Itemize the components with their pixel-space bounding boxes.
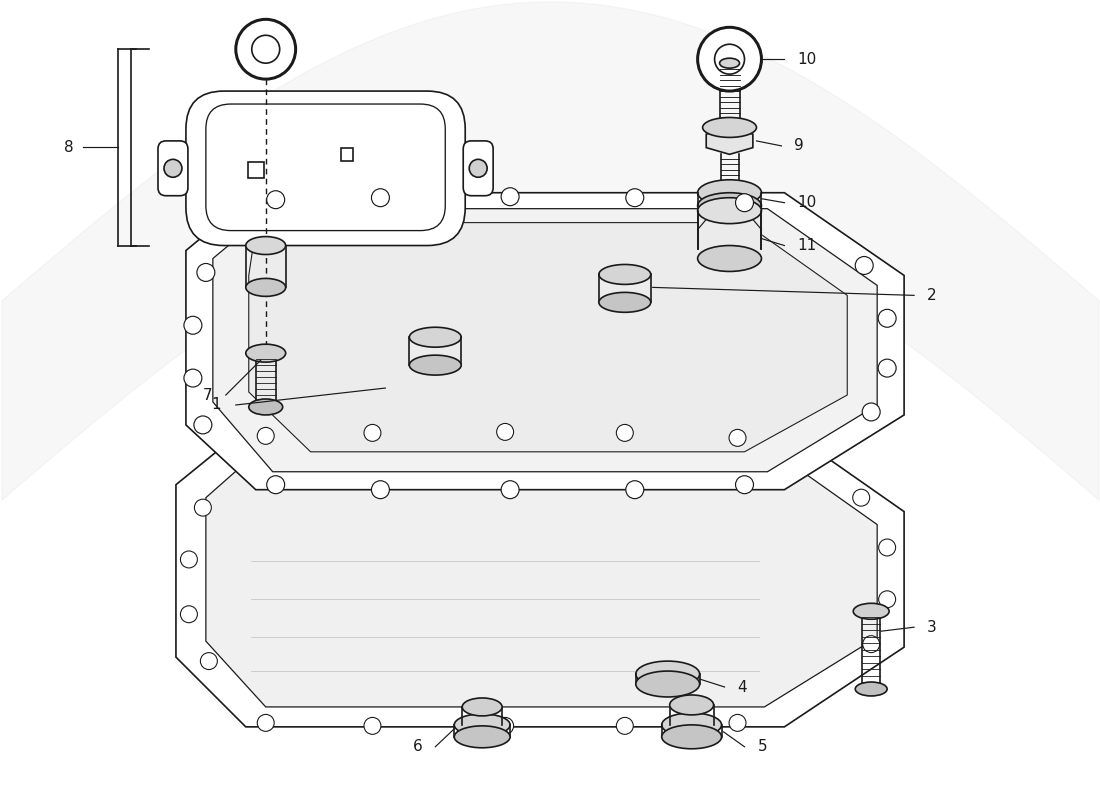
Circle shape <box>257 714 274 731</box>
Ellipse shape <box>719 58 739 68</box>
Ellipse shape <box>697 193 761 218</box>
Circle shape <box>862 403 880 421</box>
FancyBboxPatch shape <box>186 91 465 246</box>
Polygon shape <box>249 222 847 452</box>
Circle shape <box>736 194 754 212</box>
Circle shape <box>626 481 644 498</box>
Ellipse shape <box>697 246 761 271</box>
Ellipse shape <box>636 671 700 697</box>
Circle shape <box>496 423 514 440</box>
Ellipse shape <box>598 265 651 285</box>
Circle shape <box>184 316 202 334</box>
Ellipse shape <box>697 198 761 224</box>
Polygon shape <box>186 193 904 490</box>
Circle shape <box>195 499 211 516</box>
Circle shape <box>878 359 896 377</box>
Ellipse shape <box>697 180 761 206</box>
Ellipse shape <box>636 661 700 687</box>
Circle shape <box>364 425 381 442</box>
Ellipse shape <box>855 682 887 696</box>
Ellipse shape <box>409 327 461 347</box>
Text: 7: 7 <box>204 387 213 402</box>
Circle shape <box>184 369 202 387</box>
Text: 3: 3 <box>927 620 937 634</box>
Circle shape <box>878 310 896 327</box>
Bar <box>248 162 264 178</box>
Polygon shape <box>706 127 752 154</box>
Circle shape <box>736 476 754 494</box>
Ellipse shape <box>715 44 745 74</box>
Ellipse shape <box>854 603 889 619</box>
Text: 2: 2 <box>927 288 937 303</box>
Ellipse shape <box>249 399 283 415</box>
Circle shape <box>626 189 644 206</box>
Text: 1: 1 <box>211 398 221 413</box>
Circle shape <box>852 489 870 506</box>
Ellipse shape <box>454 714 510 736</box>
Circle shape <box>180 551 197 568</box>
Ellipse shape <box>245 344 286 362</box>
Ellipse shape <box>670 695 714 715</box>
Text: 8: 8 <box>64 140 74 155</box>
FancyBboxPatch shape <box>463 141 493 196</box>
Circle shape <box>266 476 285 494</box>
Circle shape <box>180 606 197 622</box>
Ellipse shape <box>245 278 286 296</box>
FancyBboxPatch shape <box>158 141 188 196</box>
Circle shape <box>862 636 880 653</box>
Ellipse shape <box>409 355 461 375</box>
Circle shape <box>372 189 389 206</box>
Ellipse shape <box>245 237 286 254</box>
Circle shape <box>257 427 274 444</box>
Ellipse shape <box>235 19 296 79</box>
Ellipse shape <box>164 159 182 178</box>
Ellipse shape <box>470 159 487 178</box>
Circle shape <box>200 653 218 670</box>
Polygon shape <box>206 445 877 707</box>
FancyBboxPatch shape <box>206 104 446 230</box>
Circle shape <box>266 190 285 209</box>
Ellipse shape <box>252 35 279 63</box>
Circle shape <box>372 481 389 498</box>
Circle shape <box>616 718 634 734</box>
Polygon shape <box>176 428 904 727</box>
Text: es: es <box>670 324 790 416</box>
Circle shape <box>879 539 895 556</box>
Text: 10: 10 <box>798 195 816 210</box>
Text: 6: 6 <box>412 739 422 754</box>
Circle shape <box>502 481 519 498</box>
Text: 4: 4 <box>737 679 747 694</box>
Circle shape <box>502 188 519 206</box>
Ellipse shape <box>662 725 722 749</box>
Circle shape <box>855 257 873 274</box>
Polygon shape <box>213 209 877 472</box>
Ellipse shape <box>462 698 502 716</box>
Text: a passion for parts since 1985: a passion for parts since 1985 <box>266 441 535 529</box>
Ellipse shape <box>662 713 722 737</box>
Text: 11: 11 <box>798 238 816 253</box>
Text: 9: 9 <box>794 138 804 154</box>
Text: 10: 10 <box>798 52 816 66</box>
Circle shape <box>364 718 381 734</box>
Text: 5: 5 <box>758 739 767 754</box>
Circle shape <box>729 714 746 731</box>
Circle shape <box>496 718 514 734</box>
Ellipse shape <box>598 292 651 312</box>
Circle shape <box>616 425 634 442</box>
Ellipse shape <box>703 118 757 138</box>
Bar <box>341 148 353 161</box>
Text: eurocar: eurocar <box>276 324 685 416</box>
Circle shape <box>194 416 212 434</box>
Circle shape <box>197 263 215 282</box>
Ellipse shape <box>697 27 761 91</box>
Circle shape <box>879 591 895 608</box>
Ellipse shape <box>454 726 510 748</box>
Circle shape <box>729 430 746 446</box>
